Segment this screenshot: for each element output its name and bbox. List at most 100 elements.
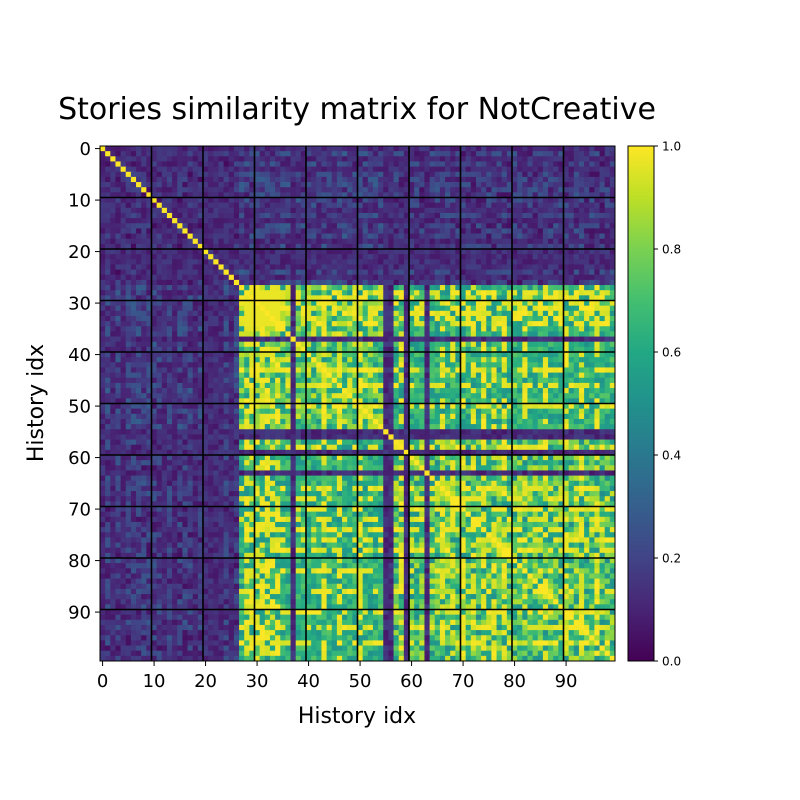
heatmap-cell — [259, 315, 266, 322]
heatmap-cell — [141, 321, 147, 327]
heatmap-cell — [331, 259, 338, 265]
heatmap-cell — [269, 346, 276, 353]
heatmap-cell — [172, 372, 178, 379]
heatmap-cell — [192, 207, 199, 214]
heatmap-cell — [475, 254, 482, 260]
heatmap-cell — [306, 321, 312, 327]
heatmap-cell — [393, 259, 400, 265]
heatmap-cell — [604, 341, 611, 348]
heatmap-cell — [398, 228, 405, 234]
heatmap-cell — [249, 300, 255, 307]
heatmap-cell — [481, 362, 487, 368]
heatmap-cell — [264, 146, 271, 152]
heatmap-cell — [414, 197, 420, 204]
heatmap-cell — [141, 341, 147, 348]
heatmap-cell — [439, 300, 446, 307]
heatmap-cell — [290, 398, 297, 404]
heatmap-cell — [306, 372, 312, 379]
heatmap-cell — [120, 243, 127, 250]
heatmap-cell — [295, 305, 302, 312]
heatmap-cell — [470, 223, 477, 229]
heatmap-cell — [125, 331, 132, 337]
heatmap-cell — [362, 176, 369, 183]
heatmap-cell — [362, 315, 369, 322]
heatmap-cell — [512, 305, 518, 312]
heatmap-cell — [197, 192, 204, 198]
heatmap-cell — [177, 310, 183, 317]
heatmap-cell — [275, 336, 281, 343]
heatmap-cell — [269, 295, 276, 301]
heatmap-cell — [300, 290, 307, 296]
heatmap-cell — [522, 367, 528, 373]
heatmap-cell — [141, 382, 147, 389]
heatmap-cell — [290, 269, 297, 276]
heatmap-cell — [264, 274, 271, 281]
heatmap-cell — [388, 367, 394, 373]
heatmap-cell — [166, 207, 173, 214]
heatmap-cell — [141, 146, 147, 152]
heatmap-cell — [568, 336, 575, 343]
heatmap-cell — [218, 295, 224, 301]
heatmap-cell — [362, 357, 369, 363]
heatmap-cell — [161, 357, 168, 363]
heatmap-cell — [419, 264, 425, 270]
heatmap-cell — [424, 315, 430, 322]
heatmap-cell — [445, 161, 451, 167]
heatmap-cell — [141, 187, 147, 193]
heatmap-cell — [125, 212, 132, 219]
heatmap-cell — [527, 233, 533, 240]
heatmap-cell — [269, 259, 276, 265]
heatmap-cell — [187, 290, 194, 296]
heatmap-cell — [429, 187, 436, 193]
heatmap-cell — [285, 372, 291, 379]
heatmap-cell — [203, 243, 209, 250]
heatmap-cell — [213, 212, 219, 219]
heatmap-cell — [347, 372, 353, 379]
heatmap-cell — [285, 269, 291, 276]
heatmap-cell — [347, 223, 353, 229]
heatmap-cell — [372, 290, 379, 296]
heatmap-cell — [306, 305, 312, 312]
heatmap-cell — [105, 187, 111, 193]
heatmap-cell — [326, 202, 333, 209]
heatmap-cell — [429, 228, 436, 234]
heatmap-cell — [161, 264, 168, 270]
heatmap-cell — [100, 398, 106, 404]
heatmap-cell — [414, 187, 420, 193]
heatmap-cell — [290, 279, 297, 286]
heatmap-cell — [537, 346, 544, 353]
heatmap-cell — [573, 171, 580, 178]
heatmap-cell — [445, 362, 451, 368]
heatmap-cell — [295, 176, 302, 183]
heatmap-cell — [486, 388, 492, 394]
heatmap-cell — [295, 377, 302, 384]
heatmap-cell — [517, 156, 523, 162]
heatmap-cell — [558, 341, 564, 348]
heatmap-cell — [182, 372, 188, 379]
heatmap-cell — [604, 259, 611, 265]
heatmap-cell — [151, 336, 158, 343]
heatmap-cell — [151, 382, 158, 389]
heatmap-cell — [223, 254, 230, 260]
heatmap-cell — [517, 243, 523, 250]
heatmap-cell — [285, 156, 291, 162]
heatmap-cell — [573, 326, 580, 332]
heatmap-cell — [187, 300, 194, 307]
heatmap-cell — [434, 295, 441, 301]
heatmap-cell — [233, 269, 240, 276]
heatmap-cell — [537, 218, 544, 224]
heatmap-cell — [414, 331, 420, 337]
heatmap-cell — [110, 259, 116, 265]
heatmap-cell — [573, 388, 580, 394]
heatmap-cell — [393, 146, 400, 152]
heatmap-cell — [532, 341, 539, 348]
heatmap-cell — [100, 197, 106, 204]
heatmap-cell — [306, 382, 312, 389]
heatmap-cell — [409, 279, 415, 286]
heatmap-cell — [517, 398, 523, 404]
heatmap-cell — [290, 182, 297, 188]
heatmap-cell — [470, 336, 477, 343]
heatmap-cell — [187, 315, 194, 322]
heatmap-cell — [228, 254, 235, 260]
heatmap-cell — [244, 254, 250, 260]
